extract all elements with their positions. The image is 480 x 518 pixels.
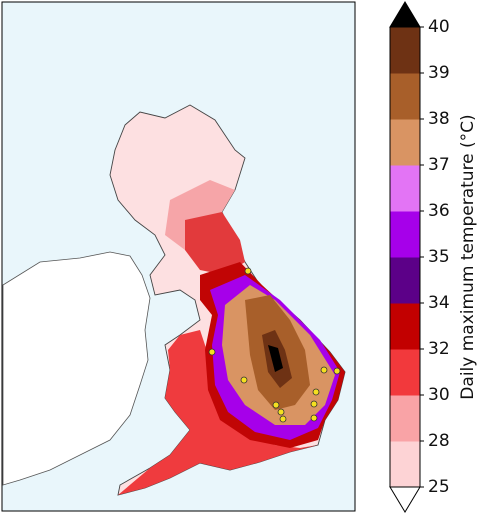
colorbar-tick-label: 37 xyxy=(428,155,450,175)
colorbar-tick-label: 35 xyxy=(428,247,450,267)
colorbar-band xyxy=(390,395,420,442)
colorbar-tick-label: 32 xyxy=(428,339,450,359)
ireland xyxy=(2,251,151,486)
colorbar-band xyxy=(390,119,420,166)
colorbar-tick-label: 30 xyxy=(428,385,450,405)
colorbar-tick-label: 38 xyxy=(428,109,450,129)
colorbar-extend-over xyxy=(389,1,421,28)
colorbar-band xyxy=(390,257,420,304)
colorbar-band xyxy=(390,165,420,212)
colorbar-tick-label: 25 xyxy=(428,477,450,497)
stations xyxy=(208,267,341,423)
colorbar-tick-label: 28 xyxy=(428,431,450,451)
colorbar-band xyxy=(390,211,420,258)
colorbar-extend-under xyxy=(389,486,421,513)
temperature-zone xyxy=(268,345,283,372)
colorbar-tick-label: 34 xyxy=(428,293,450,313)
colorbar-tick-label: 39 xyxy=(428,63,450,83)
colorbar-band xyxy=(390,349,420,396)
map xyxy=(1,1,356,512)
temperature-zone xyxy=(185,212,245,275)
colorbar-label: Daily maximum temperature (°C) xyxy=(458,114,478,399)
colorbar-band xyxy=(390,441,420,488)
colorbar: 25 28 30 32 34 35 36 37 38 39 40 xyxy=(389,1,450,513)
colorbar-tick-label: 40 xyxy=(428,17,450,37)
colorbar-band xyxy=(390,303,420,350)
colorbar-band xyxy=(390,73,420,120)
colorbar-tick-label: 36 xyxy=(428,201,450,221)
colorbar-band xyxy=(390,27,420,74)
